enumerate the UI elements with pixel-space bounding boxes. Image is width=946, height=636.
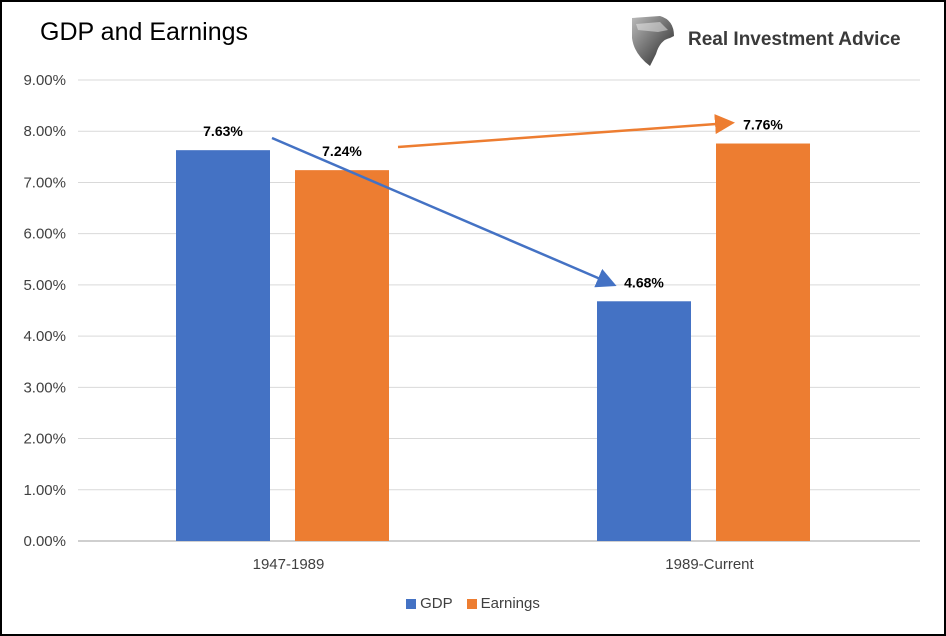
legend-item-earnings: Earnings xyxy=(466,595,540,612)
y-tick-label: 7.00% xyxy=(23,174,66,191)
y-tick-label: 8.00% xyxy=(23,123,66,140)
bar-earnings-1989-Current xyxy=(716,143,810,541)
y-tick-label: 6.00% xyxy=(23,226,66,243)
y-tick-label: 0.00% xyxy=(23,533,66,550)
y-tick-label: 2.00% xyxy=(23,431,66,448)
trend-arrows xyxy=(271,114,735,288)
eagle-shield-icon xyxy=(632,16,674,66)
x-tick-label: 1947-1989 xyxy=(253,556,325,573)
data-label: 4.68% xyxy=(624,274,664,290)
chart-title: GDP and Earnings xyxy=(40,18,248,46)
legend-swatch-earnings xyxy=(466,598,477,609)
gdp-trend-arrow xyxy=(271,136,617,288)
data-label: 7.76% xyxy=(743,117,783,133)
y-tick-label: 5.00% xyxy=(23,277,66,294)
legend-label: GDP xyxy=(420,595,453,612)
bar-gdp-1989-Current xyxy=(597,301,691,541)
legend-label: Earnings xyxy=(480,595,540,612)
y-tick-label: 1.00% xyxy=(23,482,66,499)
legend-swatch-gdp xyxy=(406,598,417,609)
y-tick-label: 4.00% xyxy=(23,328,66,345)
earnings-trend-arrow xyxy=(397,114,735,149)
data-label: 7.63% xyxy=(203,123,243,139)
y-tick-label: 9.00% xyxy=(23,72,66,89)
logo-text: Real Investment Advice xyxy=(688,29,901,50)
legend: GDP Earnings xyxy=(0,595,946,612)
logo: Real Investment Advice xyxy=(630,14,901,66)
legend-item-gdp: GDP xyxy=(406,595,453,612)
y-tick-label: 3.00% xyxy=(23,379,66,396)
data-label: 7.24% xyxy=(322,143,362,159)
bar-gdp-1947-1989 xyxy=(176,150,270,541)
x-tick-label: 1989-Current xyxy=(665,556,754,573)
bar-earnings-1947-1989 xyxy=(295,170,389,541)
